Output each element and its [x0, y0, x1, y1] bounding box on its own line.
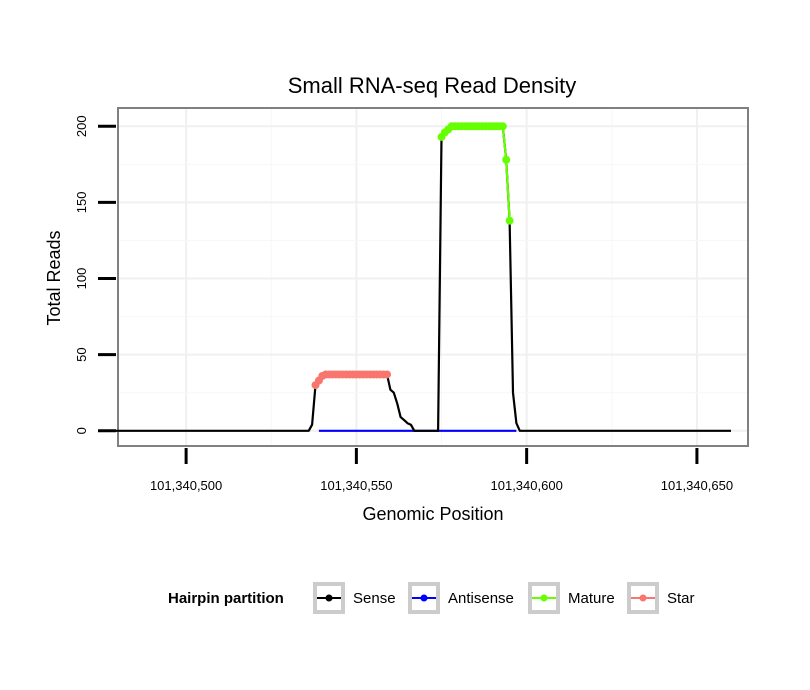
x-tick-label: 101,340,600 — [491, 478, 563, 493]
grid — [118, 108, 748, 446]
legend-dot-mature — [540, 594, 548, 602]
chart-title: Small RNA-seq Read Density — [288, 73, 577, 98]
data-point-star — [383, 370, 392, 379]
data-point-mature — [498, 122, 507, 131]
legend-title: Hairpin partition — [168, 590, 284, 607]
legend-dot-antisense — [420, 594, 428, 602]
x-axis-title: Genomic Position — [362, 504, 503, 524]
y-tick-label: 0 — [74, 427, 89, 434]
legend-dot-sense — [325, 594, 333, 602]
y-tick-label: 100 — [74, 268, 89, 290]
series-layer — [104, 122, 731, 432]
legend-dot-star — [639, 594, 647, 602]
x-tick-label: 101,340,550 — [320, 478, 392, 493]
x-tick-label: 101,340,650 — [661, 478, 733, 493]
legend-label-mature: Mature — [568, 590, 615, 607]
data-point-mature — [502, 155, 511, 164]
y-tick-label: 200 — [74, 115, 89, 137]
legend: Hairpin partition Sense Antisense Mature St… — [168, 582, 695, 614]
axes: 101,340,500 101,340,550 101,340,600 101,340… — [74, 115, 733, 493]
y-tick-label: 50 — [74, 347, 89, 361]
legend-label-antisense: Antisense — [448, 590, 514, 607]
legend-label-star: Star — [667, 590, 695, 607]
y-tick-label: 150 — [74, 192, 89, 214]
data-point-mature — [505, 216, 514, 225]
legend-label-sense: Sense — [353, 590, 396, 607]
plot-panel-border — [117, 107, 749, 447]
y-axis-title: Total Reads — [44, 230, 64, 325]
x-tick-label: 101,340,500 — [150, 478, 222, 493]
